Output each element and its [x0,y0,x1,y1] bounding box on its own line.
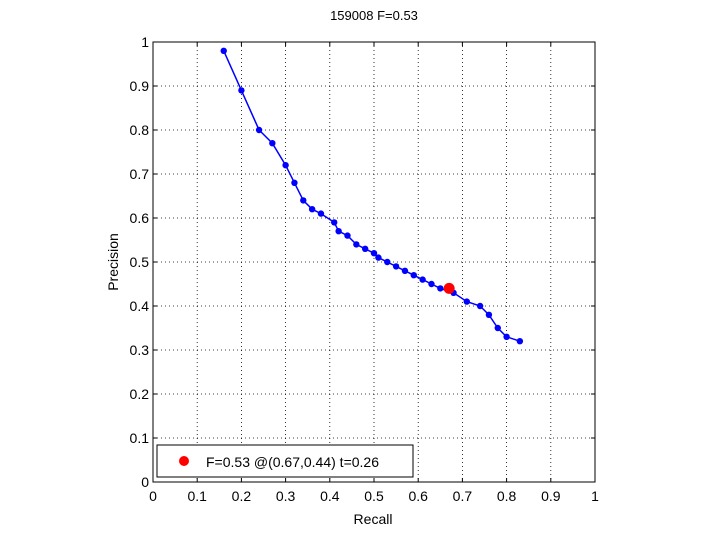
x-tick-label: 0 [149,488,157,504]
x-tick-label: 0.5 [364,488,384,504]
best-f-marker [443,282,455,294]
y-tick-label: 0.3 [130,342,150,358]
data-point [392,263,400,270]
data-point [485,311,493,318]
y-tick-label: 1 [141,34,149,50]
x-tick-label: 0.8 [497,488,517,504]
data-point [220,47,227,54]
data-point [317,210,325,217]
data-point [503,333,510,340]
data-point [494,324,501,332]
axis-ticks [152,41,596,483]
data-point [410,272,417,279]
data-point [344,232,351,239]
data-point [255,126,263,134]
data-point [300,197,307,204]
x-tick-label: 0.1 [187,488,207,504]
x-tick-labels: 0 0.1 0.2 0.3 0.4 0.5 0.6 0.7 0.8 0.9 1 [149,488,599,504]
legend-box [156,444,414,478]
y-tick-label: 0.1 [130,430,150,446]
data-point [238,87,245,94]
y-tick-label: 0.9 [130,78,150,94]
data-point [291,179,298,186]
data-point [335,228,342,235]
x-tick-label: 1 [591,488,599,504]
y-tick-label: 0.7 [130,166,150,182]
data-point [476,302,484,310]
legend-label: F=0.53 @(0.67,0.44) t=0.26 [206,454,379,470]
series-pr-curve [220,47,524,345]
x-tick-label: 0.3 [276,488,296,504]
data-point [375,254,382,261]
y-axis-label: Precision [105,233,121,291]
data-point [437,285,444,292]
x-tick-label: 0.7 [453,488,473,504]
data-point [308,206,316,213]
data-point [269,140,276,147]
legend: F=0.53 @(0.67,0.44) t=0.26 [156,444,414,478]
chart-title: 159008 F=0.53 [330,8,418,23]
y-tick-labels: 0 0.1 0.2 0.3 0.4 0.5 0.6 0.7 0.8 0.9 1 [130,34,150,490]
optimal-f-point [443,282,455,294]
x-tick-label: 0.6 [408,488,428,504]
legend-marker [179,456,189,466]
y-tick-label: 0.2 [130,386,150,402]
data-point [463,298,471,305]
data-point [282,162,289,169]
y-tick-label: 0.5 [130,254,150,270]
x-axis-label: Recall [354,511,393,527]
data-point [384,258,391,266]
y-tick-label: 0.8 [130,122,150,138]
y-tick-label: 0.6 [130,210,150,226]
x-tick-label: 0.2 [232,488,252,504]
x-tick-label: 0.9 [541,488,561,504]
data-point [331,219,338,226]
data-point [361,245,369,252]
data-point [353,241,360,248]
data-point [428,280,435,288]
x-tick-label: 0.4 [320,488,340,504]
data-point [516,338,524,345]
y-tick-label: 0 [141,474,149,490]
data-point [401,267,409,274]
data-point [419,276,426,283]
y-tick-label: 0.4 [130,298,150,314]
data-point [370,250,378,257]
grid-lines [153,42,595,482]
